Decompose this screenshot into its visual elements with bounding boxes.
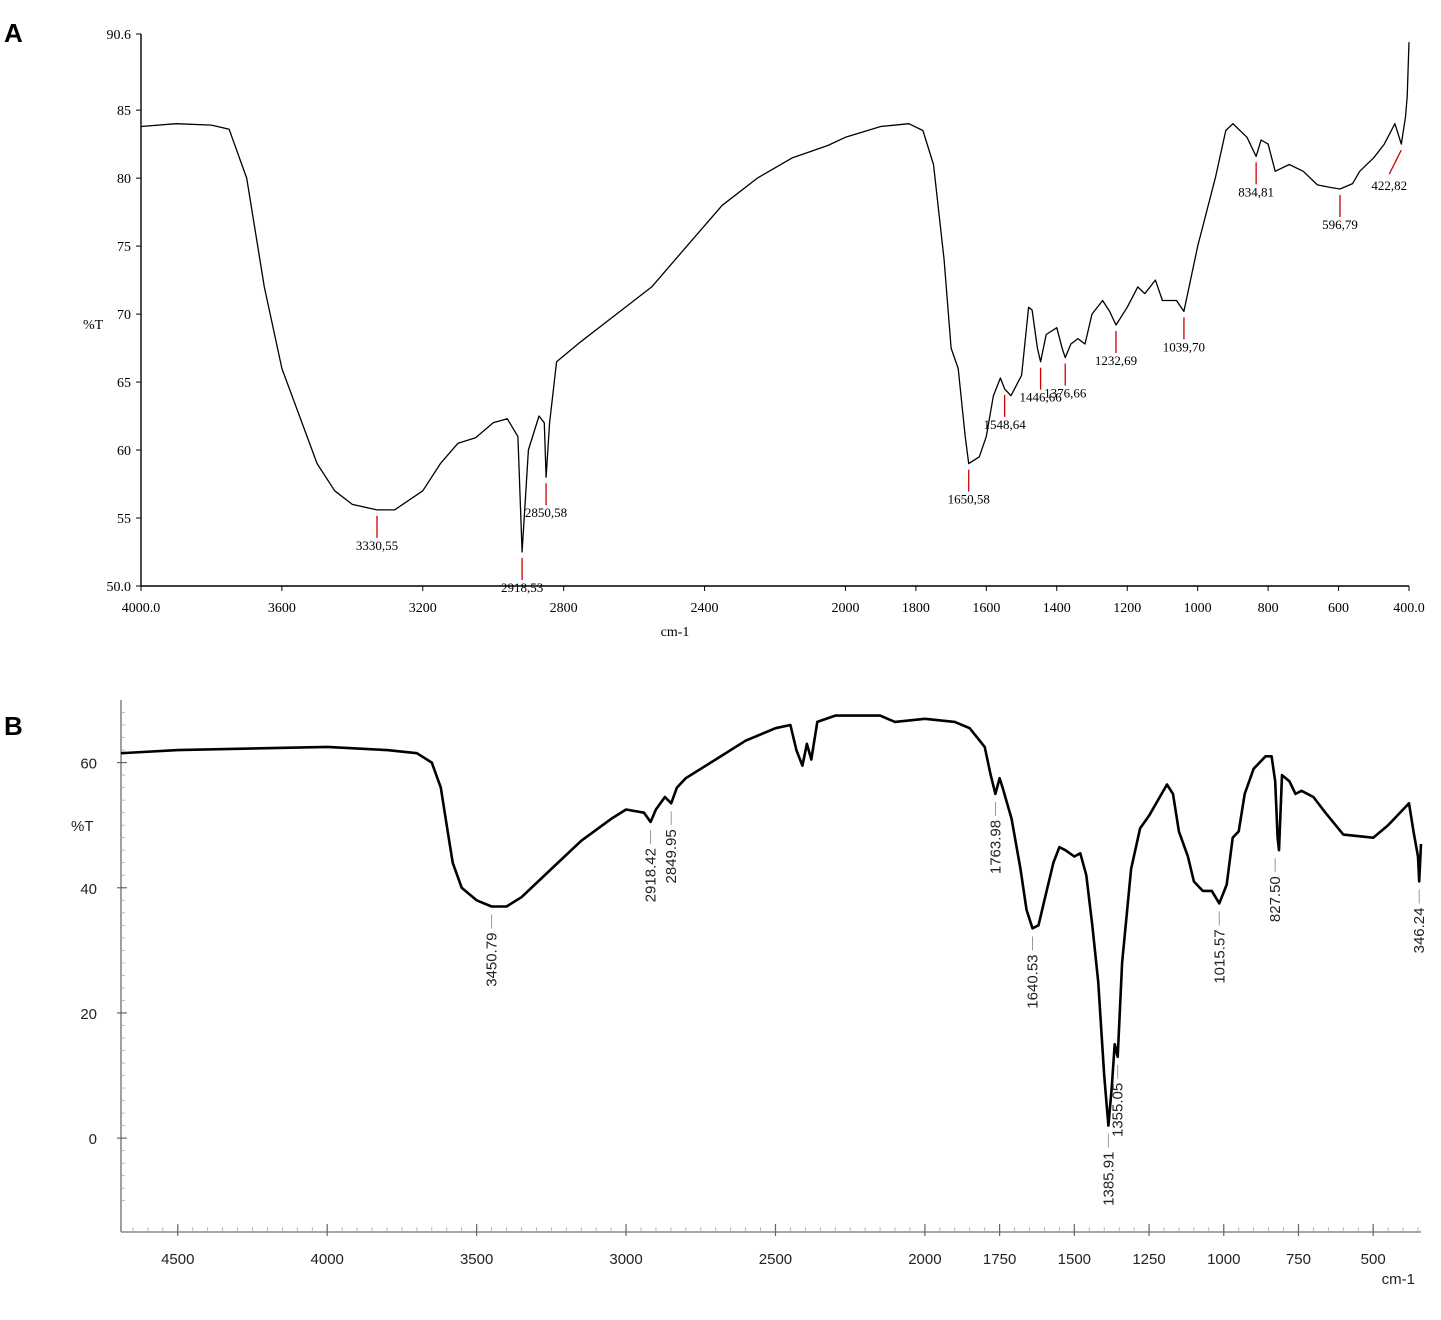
peak-label: 3450.79 <box>484 933 501 987</box>
x-tick-label: 1250 <box>1132 1251 1165 1268</box>
peak-label: 1039,70 <box>1163 339 1205 354</box>
peak-label: 1232,69 <box>1095 353 1137 368</box>
x-tick-label: 500 <box>1361 1251 1386 1268</box>
x-axis-label: cm-1 <box>1382 1271 1415 1288</box>
x-tick-label: 2000 <box>831 601 859 616</box>
y-tick-label: 85 <box>117 104 131 119</box>
y-tick-label: 50.0 <box>107 580 132 595</box>
x-tick-label: 1600 <box>972 601 1000 616</box>
x-tick-label: 2500 <box>759 1251 792 1268</box>
y-axis-label: %T <box>71 818 94 835</box>
x-tick-label: 1200 <box>1113 601 1141 616</box>
peak-label: 834,81 <box>1238 184 1274 199</box>
peak-label: 1763.98 <box>987 820 1004 874</box>
x-tick-label: 4000 <box>311 1251 344 1268</box>
y-tick-label: 20 <box>80 1006 97 1023</box>
x-tick-label: 4500 <box>161 1251 194 1268</box>
peak-label: 596,79 <box>1322 217 1358 232</box>
peak-label: 1385.91 <box>1100 1152 1117 1206</box>
x-tick-label: 400.0 <box>1393 601 1425 616</box>
peak-label: 1446,66 <box>1019 390 1062 405</box>
y-tick-label: 65 <box>117 376 131 391</box>
panel-label-b: B <box>4 711 23 741</box>
y-tick-label: 90.6 <box>107 28 132 43</box>
x-axis-label: cm-1 <box>661 625 690 640</box>
y-tick-label: 55 <box>117 512 131 527</box>
peak-label: 2918,53 <box>501 580 543 595</box>
peak-label: 1650,58 <box>948 492 990 507</box>
peak-label: 3330,55 <box>356 538 398 553</box>
panel-label-a: A <box>4 18 23 48</box>
y-axis-label: %T <box>83 318 104 333</box>
y-tick-label: 60 <box>117 444 131 459</box>
x-tick-label: 750 <box>1286 1251 1311 1268</box>
peak-label: 422,82 <box>1371 178 1407 193</box>
x-tick-label: 1400 <box>1043 601 1071 616</box>
peak-label: 2849.95 <box>663 829 680 883</box>
peak-label: 2850,58 <box>525 505 567 520</box>
peak-label: 1015.57 <box>1211 929 1228 983</box>
peak-label: 1640.53 <box>1024 954 1041 1008</box>
x-tick-label: 600 <box>1328 601 1349 616</box>
spectrum-line-b <box>120 714 1423 1127</box>
peak-marker <box>1388 149 1402 175</box>
y-tick-label: 75 <box>117 240 131 255</box>
peak-label: 346.24 <box>1411 908 1428 954</box>
y-tick-label: 0 <box>89 1131 97 1148</box>
peak-label: 1355.05 <box>1110 1083 1127 1137</box>
x-tick-label: 1000 <box>1184 601 1212 616</box>
x-tick-label: 800 <box>1258 601 1279 616</box>
x-tick-label: 1750 <box>983 1251 1016 1268</box>
x-tick-label: 3200 <box>409 601 437 616</box>
peak-label: 827.50 <box>1267 876 1284 922</box>
x-tick-label: 2800 <box>550 601 578 616</box>
ftir-chart-b: 0 20 40 60 4500 4000 3500 3000 2500 2000 1750 1500 1… <box>71 700 1428 1288</box>
peak-label: 2918.42 <box>643 848 660 902</box>
y-tick-label: 80 <box>117 172 131 187</box>
peak-label: 1548,64 <box>984 417 1027 432</box>
ftir-chart-a: 50.0 55 60 65 70 75 80 85 90.6 4000.0 3600 3200 2800… <box>83 28 1425 640</box>
y-tick-label: 70 <box>117 308 131 323</box>
y-tick-label: 40 <box>80 881 97 898</box>
x-tick-label: 4000.0 <box>122 601 161 616</box>
x-tick-label: 2400 <box>691 601 719 616</box>
x-tick-label: 2000 <box>908 1251 941 1268</box>
spectrum-line-a <box>140 42 1410 553</box>
y-tick-label: 60 <box>80 756 97 773</box>
x-tick-label: 1800 <box>902 601 930 616</box>
x-tick-label: 3600 <box>268 601 296 616</box>
x-tick-label: 3500 <box>460 1251 493 1268</box>
x-tick-label: 1500 <box>1058 1251 1091 1268</box>
x-tick-label: 3000 <box>609 1251 642 1268</box>
x-tick-label: 1000 <box>1207 1251 1240 1268</box>
peak-label: 1376,66 <box>1044 386 1087 401</box>
